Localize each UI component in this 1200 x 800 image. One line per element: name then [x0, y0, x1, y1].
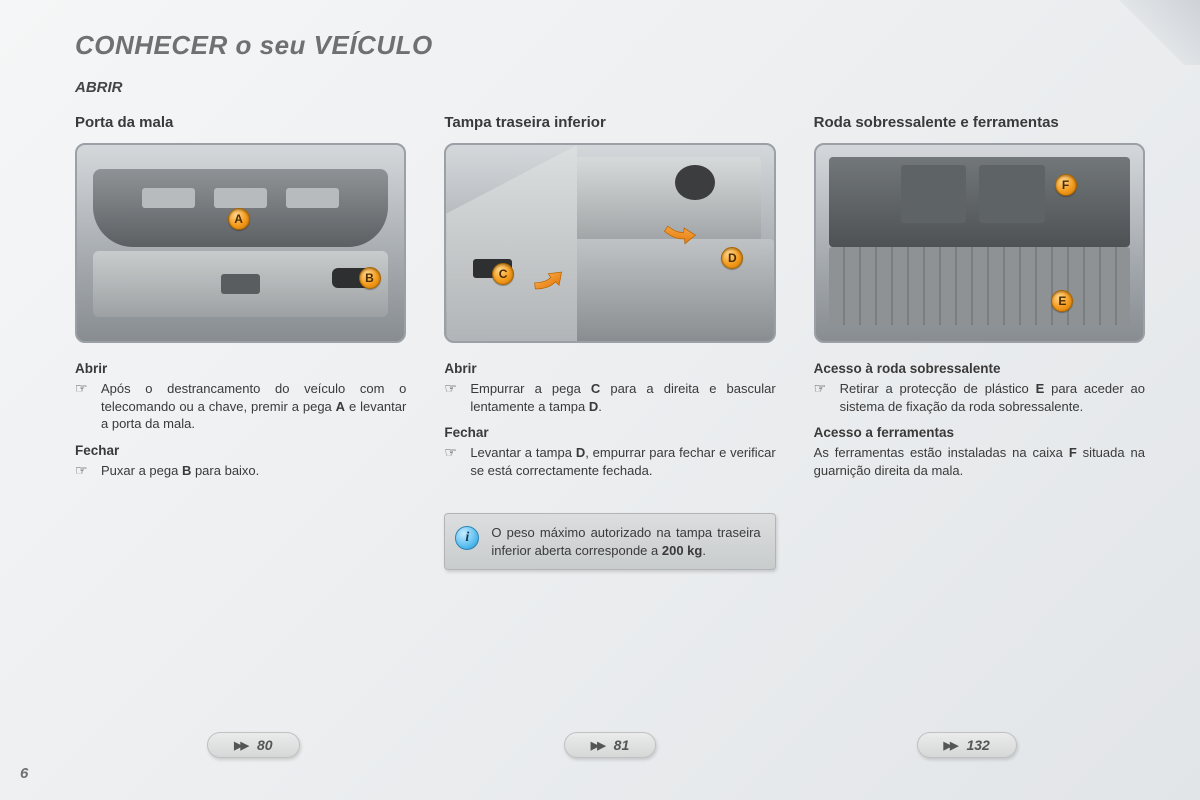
info-icon: i	[455, 526, 479, 550]
instruction-text: Empurrar a pega C para a direita e bascu…	[470, 380, 775, 415]
column-title: Tampa traseira inferior	[444, 114, 775, 131]
columns-container: Porta da mala AB Abrir ☞ Após o destranc…	[75, 114, 1145, 570]
instruction-item: ☞ Retirar a protecção de plástico E para…	[814, 380, 1145, 415]
callout-badge-b: B	[359, 267, 381, 289]
fast-forward-icon: ▶▶	[591, 739, 604, 752]
arrow-icon	[531, 263, 567, 299]
figure-illustration: AB	[75, 143, 406, 343]
callout-badge-f: F	[1055, 174, 1077, 196]
chapter-title: CONHECER o seu VEÍCULO	[75, 30, 1145, 61]
subheading: Fechar	[444, 425, 775, 440]
fast-forward-icon: ▶▶	[944, 739, 957, 752]
info-text: O peso máximo autorizado na tampa trasei…	[491, 524, 760, 559]
page-ref-number: 81	[614, 737, 630, 753]
page-reference: ▶▶ 132	[917, 732, 1017, 758]
instruction-text: Levantar a tampa D, empurrar para fechar…	[470, 444, 775, 479]
subheading: Acesso a ferramentas	[814, 425, 1145, 440]
subheading: Abrir	[444, 361, 775, 376]
pointer-icon: ☞	[444, 444, 460, 479]
section-title: ABRIR	[75, 79, 1145, 96]
page-ref-number: 132	[966, 737, 989, 753]
subheading: Fechar	[75, 443, 406, 458]
page-number: 6	[20, 765, 28, 782]
pointer-icon: ☞	[814, 380, 830, 415]
column-title: Roda sobressalente e ferramentas	[814, 114, 1145, 131]
column: Tampa traseira inferior CD Abrir ☞ Empur…	[444, 114, 775, 570]
pointer-icon: ☞	[75, 380, 91, 433]
column: Roda sobressalente e ferramentas FE Aces…	[814, 114, 1145, 570]
pointer-icon: ☞	[444, 380, 460, 415]
callout-badge-c: C	[492, 263, 514, 285]
fast-forward-icon: ▶▶	[234, 739, 247, 752]
page-ref-number: 80	[257, 737, 273, 753]
figure-illustration: CD	[444, 143, 775, 343]
column: Porta da mala AB Abrir ☞ Após o destranc…	[75, 114, 406, 570]
instruction-text: Retirar a protecção de plástico E para a…	[840, 380, 1145, 415]
callout-badge-a: A	[228, 208, 250, 230]
instruction-text: Após o destrancamento do veículo com o t…	[101, 380, 406, 433]
instruction-item: ☞ Puxar a pega B para baixo.	[75, 462, 406, 480]
manual-page: CONHECER o seu VEÍCULO ABRIR Porta da ma…	[0, 0, 1200, 570]
instruction-item: ☞ Empurrar a pega C para a direita e bas…	[444, 380, 775, 415]
subheading: Acesso à roda sobressalente	[814, 361, 1145, 376]
figure-illustration: FE	[814, 143, 1145, 343]
instruction-item: ☞ Levantar a tampa D, empurrar para fech…	[444, 444, 775, 479]
column-title: Porta da mala	[75, 114, 406, 131]
instruction-item: ☞ Após o destrancamento do veículo com o…	[75, 380, 406, 433]
instruction-text: Puxar a pega B para baixo.	[101, 462, 259, 480]
page-corner-fold	[1105, 0, 1200, 65]
info-box: i O peso máximo autorizado na tampa tras…	[444, 513, 775, 570]
page-reference: ▶▶ 81	[564, 732, 657, 758]
body-text: As ferramentas estão instaladas na caixa…	[814, 444, 1145, 479]
arrow-icon	[662, 216, 698, 252]
subheading: Abrir	[75, 361, 406, 376]
page-refs-row: ▶▶ 80 ▶▶ 81 ▶▶ 132	[75, 732, 1145, 758]
pointer-icon: ☞	[75, 462, 91, 480]
page-reference: ▶▶ 80	[207, 732, 300, 758]
